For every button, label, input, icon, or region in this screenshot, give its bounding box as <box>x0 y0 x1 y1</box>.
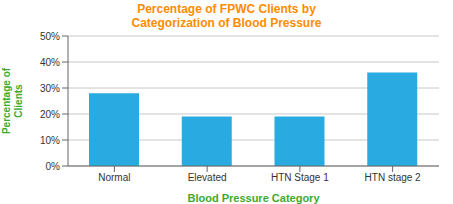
svg-text:HTN stage 2: HTN stage 2 <box>365 172 422 183</box>
svg-text:0%: 0% <box>46 161 61 172</box>
svg-text:20%: 20% <box>40 109 60 120</box>
svg-text:HTN Stage 1: HTN Stage 1 <box>271 172 329 183</box>
svg-text:Normal: Normal <box>98 172 130 183</box>
svg-text:Elevated: Elevated <box>188 172 227 183</box>
svg-text:10%: 10% <box>40 135 60 146</box>
html-text:Percentage of FPWC Clients by: Percentage of FPWC Clients by Categoriza… <box>131 2 322 30</box>
svg-text:Blood Pressure Category: Blood Pressure Category <box>187 192 320 204</box>
svg-text:Percentage ofClients: Percentage ofClients <box>8 67 24 134</box>
svg-text:40%: 40% <box>40 57 60 68</box>
svg-text:30%: 30% <box>40 83 60 94</box>
svg-text:50%: 50% <box>40 31 60 42</box>
